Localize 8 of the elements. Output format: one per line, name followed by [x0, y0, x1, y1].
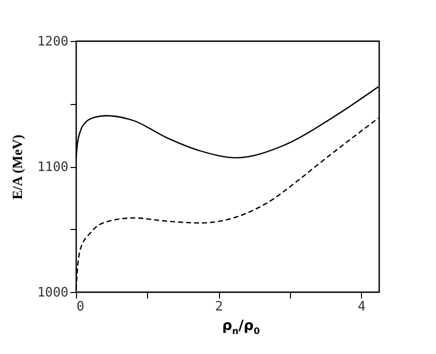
x-tick-label: 4 — [358, 300, 366, 314]
y-tick-label: 1200 — [37, 34, 68, 50]
x-axis-title: ρ$_{n}$/ρ$_{0}$ — [221, 318, 261, 337]
y-tick-label: 1100 — [37, 160, 68, 175]
x-tick-label: 2 — [215, 300, 223, 314]
x-tick-label: 0 — [76, 300, 84, 314]
y-tick-label: 1000 — [37, 286, 68, 300]
y-axis-title: E/A (MeV) — [11, 134, 26, 200]
